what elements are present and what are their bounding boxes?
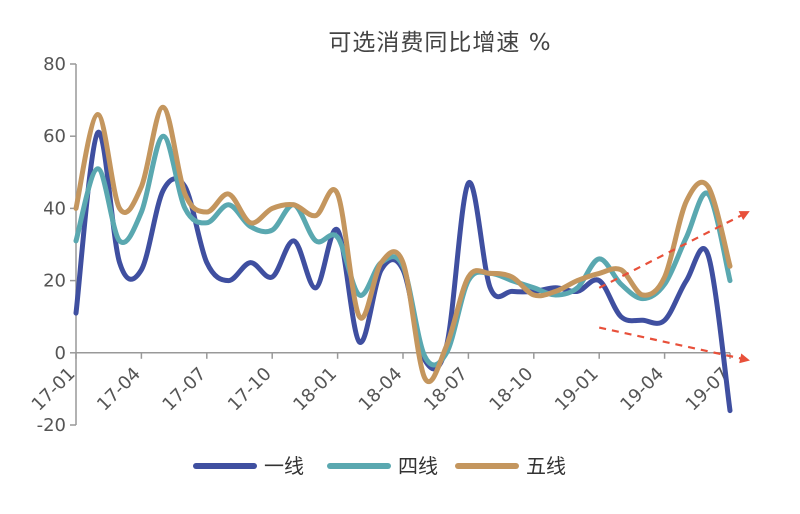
series-line-3 (73, 104, 733, 384)
legend-label: 一线 (264, 454, 304, 478)
y-tick-label: 0 (55, 343, 66, 364)
x-tick-label: 18-07 (420, 363, 472, 415)
y-tick-label: 40 (43, 198, 66, 219)
legend: 一线 四线 五线 (193, 454, 566, 478)
x-tick-label: 18-01 (289, 363, 341, 415)
y-tick-label: 20 (43, 271, 66, 292)
trend-arrow-1 (598, 211, 750, 289)
annotation-layer (598, 211, 750, 364)
y-tick-label: -20 (37, 415, 66, 436)
legend-label: 五线 (526, 454, 566, 478)
x-tick-label: 17-07 (158, 363, 210, 415)
chart-title: 可选消费同比增速 % (328, 30, 551, 56)
series-layer (73, 104, 733, 414)
y-tick-label: 80 (43, 54, 66, 75)
x-tick-label: 19-01 (551, 363, 603, 415)
x-tick-label: 17-04 (93, 363, 145, 415)
x-tick-label: 19-04 (616, 363, 668, 415)
series-line-2 (73, 133, 733, 368)
legend-label: 四线 (398, 454, 438, 478)
y-tick-label: 60 (43, 126, 66, 147)
x-tick-label: 17-01 (28, 363, 80, 415)
x-tick-label: 17-10 (224, 363, 276, 415)
x-tick-label: 18-04 (355, 363, 407, 415)
x-tick-label: 18-10 (485, 363, 537, 415)
